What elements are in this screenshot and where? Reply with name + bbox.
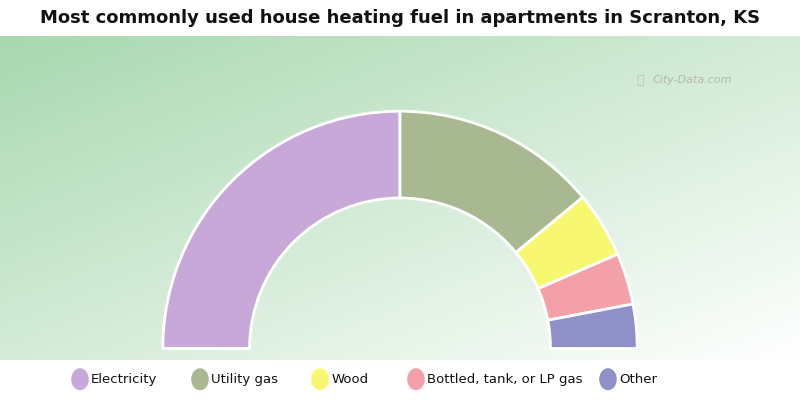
Text: Utility gas: Utility gas [211, 373, 278, 386]
Wedge shape [538, 254, 633, 320]
Wedge shape [548, 304, 638, 348]
Text: Most commonly used house heating fuel in apartments in Scranton, KS: Most commonly used house heating fuel in… [40, 9, 760, 27]
Wedge shape [400, 111, 582, 252]
Text: Other: Other [619, 373, 658, 386]
Text: City-Data.com: City-Data.com [652, 75, 732, 85]
Text: ⓘ: ⓘ [636, 74, 644, 86]
Text: Electricity: Electricity [91, 373, 158, 386]
Text: Wood: Wood [331, 373, 368, 386]
Wedge shape [162, 111, 400, 348]
Wedge shape [516, 197, 618, 289]
Text: Bottled, tank, or LP gas: Bottled, tank, or LP gas [427, 373, 582, 386]
